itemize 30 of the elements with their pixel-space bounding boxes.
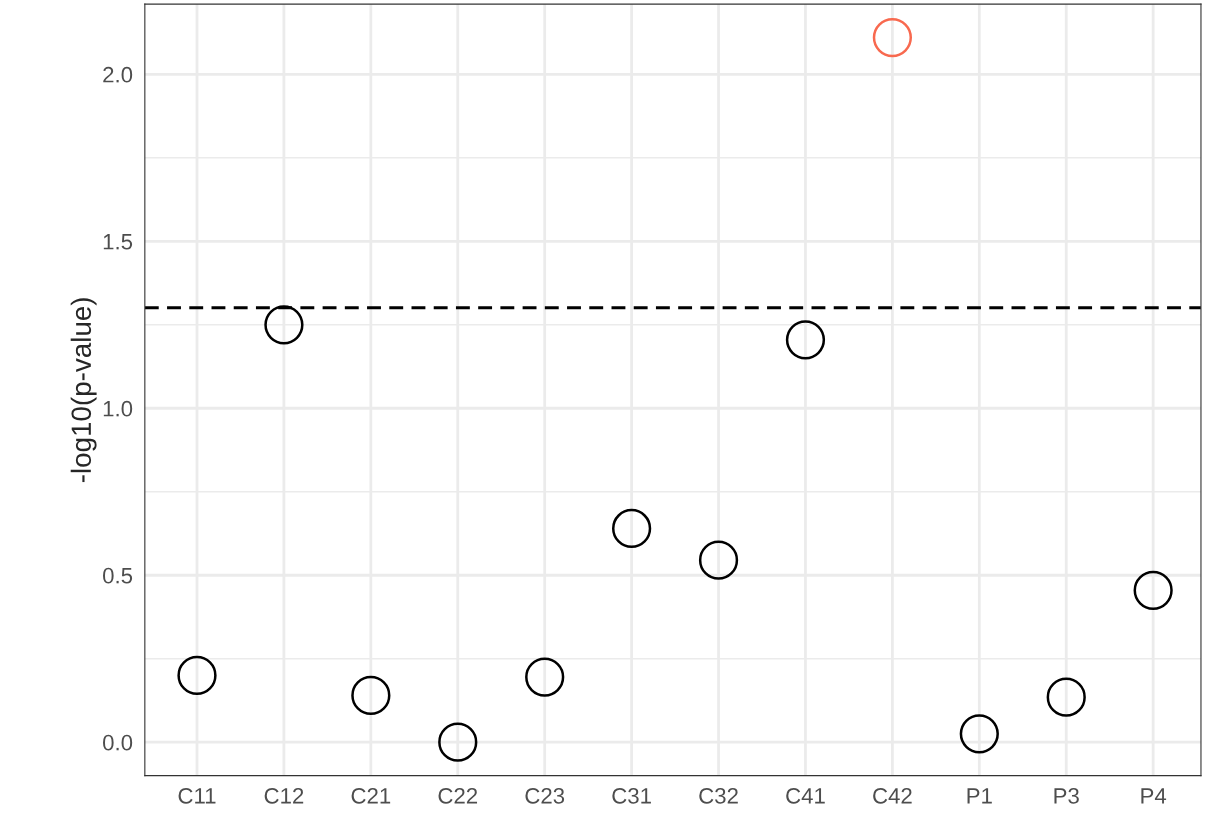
point xyxy=(785,320,826,360)
point xyxy=(525,657,565,697)
y-tick-label: 2.0 xyxy=(103,66,133,83)
y-tick-label: 1.0 xyxy=(103,400,133,417)
y-tick-label: 1.5 xyxy=(103,234,133,250)
x-tick-label: C12 xyxy=(264,788,304,804)
y-tick-label: 0.0 xyxy=(103,734,133,751)
x-tick-label: C11 xyxy=(178,788,216,804)
y-tick-label: 0.5 xyxy=(103,567,133,584)
point xyxy=(872,17,913,58)
x-tick-label: P3 xyxy=(1054,788,1079,804)
x-tick-label: C42 xyxy=(873,788,912,804)
x-tick-label: C41 xyxy=(786,788,825,804)
point xyxy=(177,655,217,696)
point xyxy=(438,722,478,762)
point xyxy=(1046,677,1086,717)
point xyxy=(351,675,391,716)
x-tick-label: C23 xyxy=(525,788,565,804)
point xyxy=(959,714,999,754)
x-tick-label: C31 xyxy=(612,788,651,804)
x-tick-label: C22 xyxy=(438,788,478,804)
point xyxy=(264,305,304,345)
point xyxy=(698,540,739,580)
x-tick-label: C32 xyxy=(699,788,738,804)
x-tick-label: P1 xyxy=(967,788,992,804)
point xyxy=(611,508,652,549)
point xyxy=(1133,570,1173,610)
y-axis-title: -log10(p-value) xyxy=(70,298,97,483)
x-tick-label: C21 xyxy=(351,788,391,804)
x-tick-label: P4 xyxy=(1141,788,1167,804)
